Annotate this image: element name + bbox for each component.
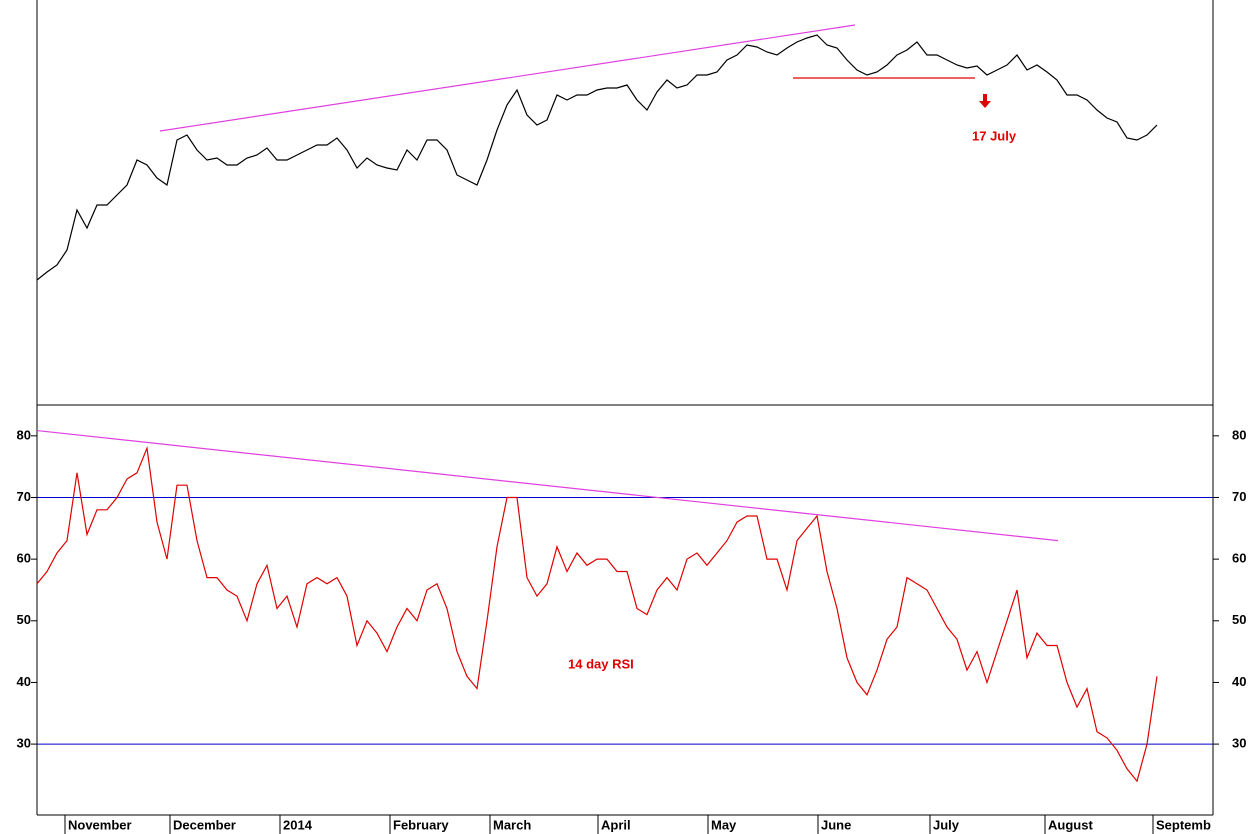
x-tick-label: November [68, 817, 132, 832]
y-tick-label-right: 30 [1232, 736, 1246, 751]
y-tick-label: 40 [17, 674, 31, 689]
x-tick-label: April [601, 817, 631, 832]
y-tick-label: 60 [17, 551, 31, 566]
trend-line [159, 24, 856, 132]
x-tick-label: February [393, 817, 449, 832]
arrow [979, 94, 991, 108]
x-tick-label: August [1048, 817, 1093, 832]
x-tick-label: June [821, 817, 851, 832]
x-tick-label: December [173, 817, 236, 832]
data-line [36, 445, 1158, 783]
y-tick-label: 50 [17, 612, 31, 627]
annotation: 14 day RSI [568, 657, 634, 672]
y-tick-label-right: 70 [1232, 489, 1246, 504]
y-tick-label-right: 50 [1232, 612, 1246, 627]
y-tick-label: 70 [17, 489, 31, 504]
x-tick-label: July [933, 817, 960, 832]
data-line [36, 34, 1158, 281]
x-tick-label: 2014 [283, 817, 313, 832]
x-tick-label: May [711, 817, 737, 832]
y-tick-label-right: 60 [1232, 551, 1246, 566]
annotation: 17 July [972, 128, 1017, 143]
y-tick-label-right: 40 [1232, 674, 1246, 689]
y-tick-label-right: 80 [1232, 427, 1246, 442]
y-tick-label: 30 [17, 736, 31, 751]
trend-line [36, 429, 1059, 542]
y-tick-label: 80 [17, 427, 31, 442]
x-tick-label: March [493, 817, 531, 832]
x-tick-label: Septemb [1156, 817, 1211, 832]
